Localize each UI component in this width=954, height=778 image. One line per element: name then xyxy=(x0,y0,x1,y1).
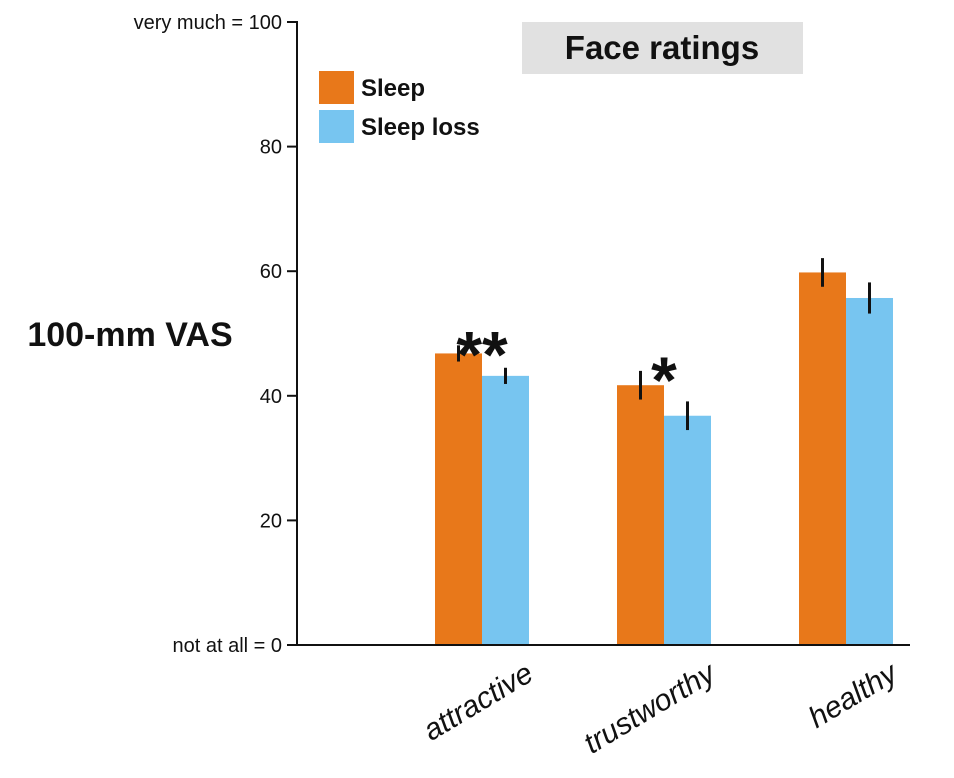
y-tick-label: not at all = 0 xyxy=(172,635,282,657)
bar-healthy-sleep xyxy=(799,272,846,645)
y-axis-label: 100-mm VAS xyxy=(27,316,232,354)
legend-swatch-sleep-loss xyxy=(319,110,354,143)
y-tick-label: very much = 100 xyxy=(134,12,282,34)
y-tick-label: 80 xyxy=(260,137,282,159)
significance-marker: * xyxy=(651,343,677,417)
bar-attractive-sleep xyxy=(435,353,482,645)
category-label-trustworthy: trustworthy xyxy=(578,656,722,761)
category-label-healthy: healthy xyxy=(803,656,905,735)
significance-marker: ** xyxy=(456,317,508,391)
bar-trustworthy-sleep xyxy=(617,385,664,645)
legend-label-sleep-loss: Sleep loss xyxy=(361,114,480,141)
legend-swatch-sleep xyxy=(319,71,354,104)
bar-trustworthy-sleep-loss xyxy=(664,416,711,645)
y-tick-label: 20 xyxy=(260,510,282,532)
y-tick-label: 60 xyxy=(260,261,282,283)
y-tick-label: 40 xyxy=(260,386,282,408)
bar-attractive-sleep-loss xyxy=(482,376,529,645)
bar-healthy-sleep-loss xyxy=(846,298,893,645)
legend-label-sleep: Sleep xyxy=(361,75,425,102)
category-labels: attractive trustworthy healthy xyxy=(418,656,905,761)
category-label-attractive: attractive xyxy=(418,657,539,748)
chart-title: Face ratings xyxy=(565,29,759,66)
